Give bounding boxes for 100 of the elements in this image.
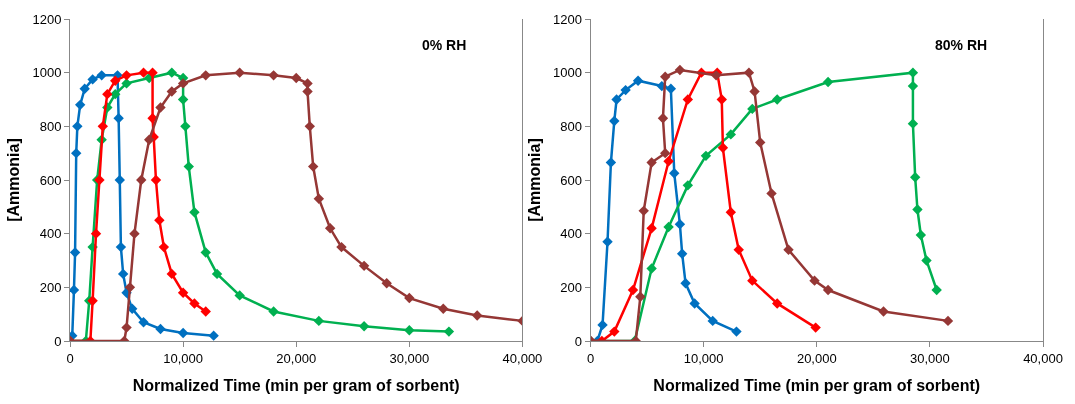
point <box>725 129 737 140</box>
point <box>907 67 919 78</box>
point <box>113 113 124 124</box>
point <box>208 330 219 341</box>
point <box>620 84 631 96</box>
point <box>291 72 302 84</box>
point <box>660 71 671 82</box>
point <box>472 310 483 321</box>
x-tick-label: 0 <box>66 350 74 366</box>
point <box>70 284 80 296</box>
point <box>102 88 113 100</box>
point <box>183 161 194 172</box>
point <box>663 221 674 233</box>
x-tick-label: 10,000 <box>683 350 724 366</box>
point <box>110 88 121 100</box>
point <box>438 303 449 314</box>
point <box>912 204 923 215</box>
point <box>921 255 932 266</box>
point <box>749 86 760 97</box>
point <box>443 326 455 337</box>
y-tick-label: 200 <box>39 279 62 295</box>
point <box>381 278 392 289</box>
point <box>674 64 686 76</box>
point <box>680 278 691 289</box>
point <box>909 172 921 183</box>
point <box>87 74 98 85</box>
x-tick-label: 30,000 <box>910 350 950 366</box>
point <box>307 161 319 172</box>
point <box>177 327 189 339</box>
point <box>180 121 191 132</box>
point <box>147 67 158 78</box>
point <box>404 292 415 304</box>
point <box>166 67 177 78</box>
annotation: 0% RH <box>422 37 467 53</box>
point <box>177 287 189 298</box>
point <box>150 174 162 186</box>
point <box>676 248 688 259</box>
point <box>71 147 82 159</box>
point <box>90 228 102 239</box>
point <box>907 118 919 129</box>
point <box>143 134 155 145</box>
point <box>597 319 608 331</box>
y-tick-label: 1000 <box>32 65 62 81</box>
x-tick-label: 30,000 <box>389 350 430 366</box>
point <box>155 323 166 335</box>
point <box>665 83 677 94</box>
point <box>657 113 669 124</box>
point <box>138 317 149 328</box>
point <box>177 94 189 105</box>
point <box>809 275 820 286</box>
point <box>700 150 712 162</box>
y-axis-title: [Ammonia] <box>5 138 23 222</box>
point <box>646 263 657 274</box>
point <box>177 78 189 89</box>
point <box>635 291 646 302</box>
point <box>358 260 370 272</box>
point <box>682 180 694 191</box>
y-tick-label: 800 <box>560 118 582 134</box>
point <box>189 207 200 218</box>
point <box>121 322 132 333</box>
x-tick-label: 40,000 <box>502 350 543 366</box>
point <box>200 247 211 258</box>
point <box>79 83 90 94</box>
point <box>70 247 81 258</box>
y-tick-label: 400 <box>560 226 582 242</box>
point <box>810 322 821 333</box>
point <box>302 78 313 89</box>
point <box>609 115 620 127</box>
point <box>200 70 211 81</box>
point <box>716 94 727 105</box>
point <box>200 306 211 317</box>
annotation: 80% RH <box>935 37 988 53</box>
point <box>731 326 742 337</box>
point <box>72 121 83 132</box>
y-axis-title: [Ammonia] <box>525 138 543 222</box>
point <box>302 86 313 97</box>
y-tick-label: 800 <box>39 118 62 134</box>
point <box>602 236 613 247</box>
point <box>942 315 954 327</box>
x-axis-title: Normalized Time (min per gram of sorbent) <box>132 377 460 395</box>
point <box>234 67 245 78</box>
point <box>755 137 766 148</box>
y-tick-label: 1200 <box>553 11 582 27</box>
point <box>915 229 927 241</box>
y-tick-label: 400 <box>39 226 62 242</box>
point <box>663 156 674 167</box>
point <box>268 306 279 317</box>
point <box>234 290 245 301</box>
point <box>324 223 336 234</box>
point <box>136 174 147 186</box>
point <box>404 325 415 336</box>
y-tick-label: 0 <box>574 333 582 349</box>
point <box>129 228 140 239</box>
x-tick-label: 40,000 <box>1023 350 1063 366</box>
point <box>97 121 108 132</box>
point <box>166 268 177 280</box>
point <box>822 76 834 88</box>
point <box>166 86 177 97</box>
point <box>733 244 744 255</box>
point <box>268 70 279 81</box>
